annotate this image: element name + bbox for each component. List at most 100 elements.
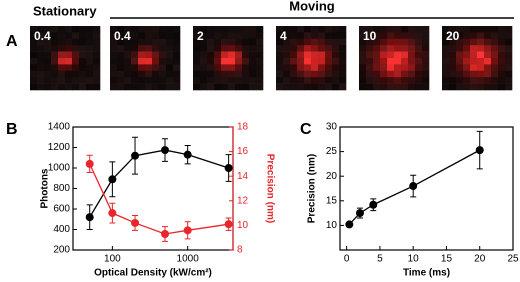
pixel bbox=[463, 45, 471, 52]
pixel bbox=[276, 45, 284, 52]
pixel bbox=[214, 58, 222, 65]
pixel bbox=[332, 64, 340, 72]
y2-tick-label: 18 bbox=[237, 122, 249, 133]
pixel bbox=[37, 58, 45, 65]
pixel bbox=[242, 26, 250, 33]
pixel bbox=[124, 38, 132, 46]
pixel bbox=[58, 64, 66, 72]
pixel bbox=[359, 58, 367, 65]
series-line bbox=[89, 163, 229, 235]
pixel bbox=[86, 26, 94, 33]
pixel bbox=[415, 83, 423, 91]
pixel bbox=[79, 70, 87, 78]
pixel bbox=[235, 51, 243, 59]
y-tick-label: 1000 bbox=[48, 163, 71, 174]
point bbox=[355, 209, 364, 218]
pixel bbox=[79, 51, 87, 59]
pixel bbox=[131, 26, 139, 33]
pixel bbox=[332, 26, 340, 33]
pixel bbox=[408, 38, 416, 46]
pixel bbox=[505, 83, 513, 91]
pixel bbox=[311, 77, 319, 84]
pixel bbox=[304, 70, 312, 78]
pixel bbox=[173, 70, 181, 78]
pixel bbox=[332, 51, 340, 59]
pixel bbox=[415, 38, 423, 46]
x-tick-label: 20 bbox=[474, 254, 486, 265]
pixel bbox=[311, 26, 319, 33]
pixel bbox=[484, 77, 492, 84]
pixel bbox=[117, 83, 125, 91]
pixel bbox=[373, 45, 381, 52]
pixel bbox=[339, 77, 347, 84]
y-axis-label: Photons bbox=[40, 168, 51, 208]
pixel bbox=[37, 32, 45, 40]
pixel bbox=[408, 32, 416, 40]
pixel bbox=[44, 26, 52, 33]
pixel bbox=[193, 77, 201, 84]
pixel bbox=[290, 64, 298, 72]
pixel bbox=[311, 45, 319, 52]
pixel bbox=[442, 64, 450, 72]
pixel bbox=[422, 45, 430, 52]
pixel bbox=[477, 77, 485, 84]
pixel bbox=[124, 26, 132, 33]
pixel bbox=[380, 38, 388, 46]
pixel bbox=[311, 51, 319, 59]
pixel bbox=[387, 51, 395, 59]
pixel bbox=[366, 64, 374, 72]
pixel bbox=[159, 51, 167, 59]
pixel bbox=[477, 64, 485, 72]
pixel bbox=[442, 38, 450, 46]
pixel bbox=[380, 83, 388, 91]
pixel bbox=[65, 26, 73, 33]
pixel bbox=[484, 51, 492, 59]
pixel bbox=[131, 45, 139, 52]
pixel bbox=[332, 70, 340, 78]
pixel bbox=[366, 70, 374, 78]
pixel bbox=[373, 38, 381, 46]
pixel bbox=[283, 26, 291, 33]
pixel bbox=[65, 70, 73, 78]
pixel bbox=[442, 77, 450, 84]
pixel bbox=[145, 51, 153, 59]
point bbox=[131, 151, 140, 160]
point bbox=[369, 200, 378, 209]
pixel bbox=[30, 64, 38, 72]
pixel bbox=[30, 58, 38, 65]
pixel bbox=[72, 38, 80, 46]
pixel bbox=[491, 64, 499, 72]
pixel bbox=[484, 64, 492, 72]
pixel bbox=[79, 77, 87, 84]
pixel bbox=[207, 64, 215, 72]
pixel bbox=[138, 38, 146, 46]
pixel bbox=[228, 83, 236, 91]
pixel bbox=[44, 45, 52, 52]
pixel bbox=[124, 83, 132, 91]
pixel bbox=[166, 77, 174, 84]
pixel bbox=[311, 32, 319, 40]
pixel bbox=[138, 26, 146, 33]
pixel bbox=[124, 32, 132, 40]
point bbox=[224, 220, 233, 229]
pixel bbox=[332, 58, 340, 65]
pixel bbox=[276, 64, 284, 72]
pixel bbox=[415, 64, 423, 72]
pixel bbox=[152, 45, 160, 52]
pixel bbox=[214, 32, 222, 40]
panel-letter: A bbox=[6, 33, 18, 50]
pixel bbox=[221, 32, 229, 40]
pixel bbox=[214, 26, 222, 33]
pixel bbox=[276, 32, 284, 40]
pixel bbox=[242, 58, 250, 65]
pixel bbox=[93, 83, 101, 91]
pixel bbox=[498, 83, 506, 91]
y-tick-label: 600 bbox=[53, 204, 70, 215]
pixel bbox=[214, 64, 222, 72]
pixel bbox=[387, 64, 395, 72]
pixel bbox=[256, 51, 264, 59]
pixel bbox=[297, 32, 305, 40]
pixel bbox=[311, 70, 319, 78]
pixel bbox=[449, 64, 457, 72]
y-tick-label: 800 bbox=[53, 183, 70, 194]
